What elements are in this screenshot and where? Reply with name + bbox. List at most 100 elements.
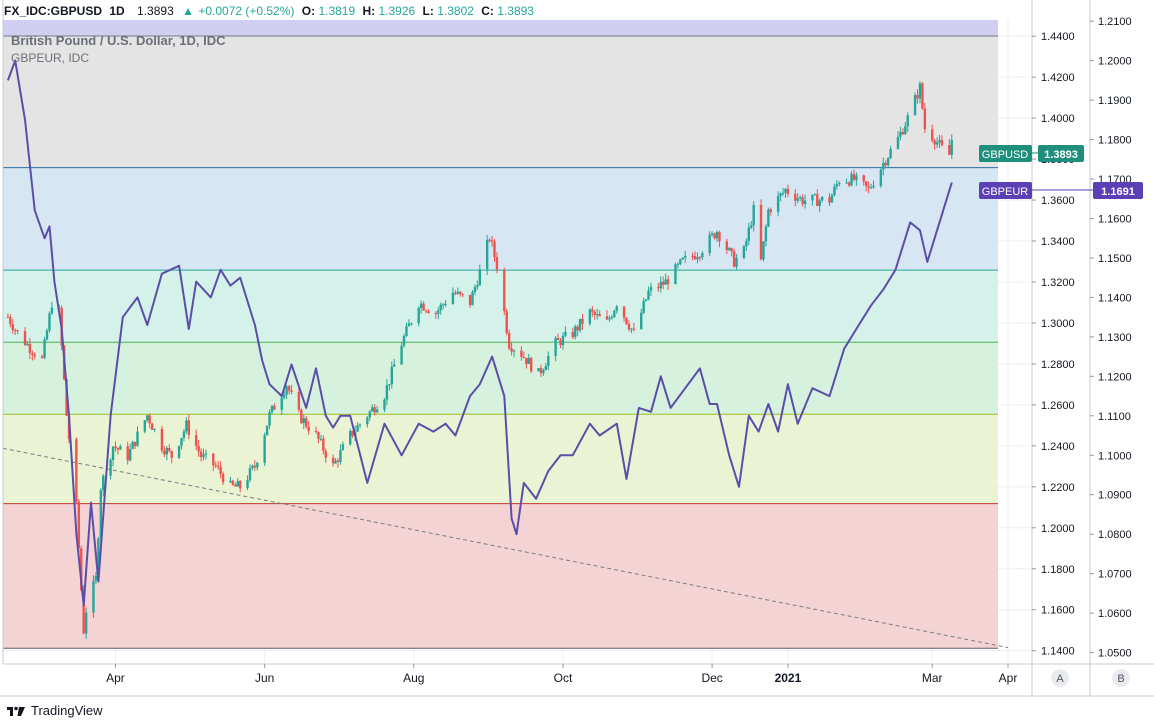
candle-body-61 bbox=[214, 465, 217, 467]
gbpeur-line bbox=[6, 59, 953, 607]
candle-body-49 bbox=[170, 450, 173, 458]
candle-body-255 bbox=[879, 169, 883, 186]
candle-body-250 bbox=[862, 175, 865, 182]
candle-body-132 bbox=[456, 291, 460, 294]
candle-body-89 bbox=[307, 426, 310, 432]
footer-branding[interactable]: TradingView bbox=[6, 700, 103, 720]
high-label: H: bbox=[362, 4, 375, 18]
candle-body-201 bbox=[693, 255, 697, 260]
candle-body-10 bbox=[40, 356, 44, 358]
candle-body-265 bbox=[913, 95, 917, 116]
candle-body-1 bbox=[9, 316, 12, 325]
candle-body-196 bbox=[676, 263, 680, 265]
candle-body-244 bbox=[838, 182, 841, 185]
candle-body-235 bbox=[811, 194, 814, 201]
candle-body-75 bbox=[263, 435, 266, 463]
y-right-tick-label-9: 1.1200 bbox=[1098, 371, 1132, 383]
candle-body-88 bbox=[305, 418, 308, 427]
y-left-tick-label-12: 1.2000 bbox=[1041, 523, 1075, 535]
candle-body-93 bbox=[322, 438, 325, 451]
candle-body-221 bbox=[762, 241, 765, 260]
candle-body-223 bbox=[767, 209, 770, 227]
candle-body-92 bbox=[319, 438, 323, 440]
candle-body-266 bbox=[916, 95, 919, 99]
interval[interactable]: 1D bbox=[109, 4, 125, 18]
candle-body-225 bbox=[776, 196, 780, 212]
candle-body-56 bbox=[197, 445, 200, 452]
candle-body-245 bbox=[845, 182, 848, 184]
tradingview-logo-icon bbox=[7, 706, 25, 716]
gbpusd-price-badge[interactable]: GBPUSD 1.3893 bbox=[979, 145, 1084, 162]
candle-body-248 bbox=[852, 173, 856, 180]
candle-body-121 bbox=[419, 303, 423, 308]
y-left-tick-label-11: 1.2200 bbox=[1041, 482, 1075, 494]
candle-body-146 bbox=[505, 311, 508, 333]
candle-body-65 bbox=[229, 480, 232, 483]
scale-a-button[interactable]: A bbox=[1051, 669, 1069, 687]
candle-body-53 bbox=[185, 420, 188, 432]
candle-body-43 bbox=[150, 423, 154, 430]
candle-body-160 bbox=[554, 337, 557, 356]
y-left-tick-label-4: 1.3600 bbox=[1041, 195, 1075, 207]
y-right-tick-label-11: 1.1000 bbox=[1098, 450, 1132, 462]
gbpeur-badge-name-box bbox=[979, 182, 1032, 199]
candle-body-47 bbox=[165, 448, 169, 455]
candle-body-187 bbox=[644, 299, 648, 301]
y-right-tick-label-13: 1.0800 bbox=[1098, 529, 1132, 541]
candle-body-128 bbox=[441, 304, 445, 306]
y-right-tick-label-5: 1.1600 bbox=[1098, 213, 1132, 225]
band-grey bbox=[3, 35, 998, 168]
candle-body-57 bbox=[199, 451, 203, 458]
candle-body-149 bbox=[512, 350, 516, 352]
candle-body-36 bbox=[128, 449, 132, 461]
candle-body-199 bbox=[684, 255, 687, 258]
candle-body-270 bbox=[930, 129, 934, 141]
candle-body-26 bbox=[94, 575, 98, 581]
candle-body-171 bbox=[591, 309, 594, 312]
candle-body-224 bbox=[769, 209, 773, 212]
candle-body-198 bbox=[681, 257, 684, 260]
candle-body-85 bbox=[297, 391, 301, 410]
candle-body-213 bbox=[732, 251, 736, 267]
gbpeur-price-badge[interactable]: GBPEUR 1.1691 bbox=[979, 182, 1143, 199]
candle-body-157 bbox=[542, 370, 545, 374]
compare-line-layer bbox=[6, 59, 953, 607]
candle-body-219 bbox=[752, 205, 755, 226]
tradingview-brand: TradingView bbox=[31, 702, 103, 718]
candle-body-215 bbox=[742, 246, 746, 258]
main-series-legend[interactable]: British Pound / U.S. Dollar, 1D, IDC bbox=[11, 33, 226, 48]
candle-body-274 bbox=[940, 140, 944, 146]
candle-body-152 bbox=[525, 357, 528, 365]
candle-body-96 bbox=[334, 460, 337, 464]
scale-a-label: A bbox=[1056, 673, 1064, 685]
candle-body-240 bbox=[828, 196, 831, 203]
candle-body-174 bbox=[598, 314, 601, 317]
candle-body-142 bbox=[490, 240, 494, 242]
candle-body-35 bbox=[126, 446, 129, 461]
candle-body-220 bbox=[759, 205, 763, 260]
candle-body-251 bbox=[864, 181, 868, 186]
candle-body-64 bbox=[221, 473, 225, 483]
gbpusd-badge-value: 1.3893 bbox=[1044, 149, 1078, 161]
compare-series-legend[interactable]: GBPEUR, IDC bbox=[11, 51, 89, 65]
candle-body-269 bbox=[923, 108, 927, 130]
candle-body-9 bbox=[33, 354, 36, 357]
candle-body-165 bbox=[571, 331, 574, 338]
candle-body-239 bbox=[820, 196, 824, 201]
symbol[interactable]: FX_IDC:GBPUSD bbox=[4, 4, 102, 18]
candle-body-217 bbox=[747, 227, 751, 241]
y-right-tick-label-8: 1.1300 bbox=[1098, 332, 1132, 344]
candle-body-243 bbox=[835, 184, 839, 187]
y-left-tick-label-1: 1.4200 bbox=[1041, 72, 1075, 84]
candle-body-11 bbox=[43, 339, 46, 358]
candle-body-192 bbox=[662, 281, 665, 285]
candle-body-66 bbox=[231, 480, 235, 485]
candle-body-70 bbox=[246, 479, 249, 489]
scale-b-button[interactable]: B bbox=[1112, 669, 1130, 687]
candle-body-150 bbox=[520, 350, 523, 357]
gbpusd-badge-value-box bbox=[1038, 145, 1084, 162]
candle-body-7 bbox=[28, 343, 32, 354]
candle-body-136 bbox=[471, 292, 474, 306]
last-price: 1.3893 bbox=[137, 4, 174, 18]
